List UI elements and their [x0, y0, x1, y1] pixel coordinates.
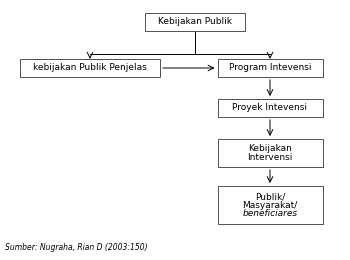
- Text: Sumber: Nugraha, Rian D (2003:150): Sumber: Nugraha, Rian D (2003:150): [5, 243, 148, 252]
- Text: Kebijakan Publik: Kebijakan Publik: [158, 17, 232, 27]
- Text: Program Intevensi: Program Intevensi: [229, 63, 311, 73]
- Text: Masyarakat/: Masyarakat/: [242, 200, 298, 210]
- Text: Intervensi: Intervensi: [247, 153, 293, 162]
- Text: Proyek Intevensi: Proyek Intevensi: [232, 103, 308, 113]
- Bar: [217, 99, 322, 117]
- Bar: [20, 59, 160, 77]
- Text: kebijakan Publik Penjelas: kebijakan Publik Penjelas: [33, 63, 147, 73]
- Text: Kebijakan: Kebijakan: [248, 144, 292, 153]
- Text: Publik/: Publik/: [255, 192, 285, 201]
- Text: beneficiares: beneficiares: [243, 209, 298, 218]
- Bar: [217, 139, 322, 167]
- Bar: [217, 186, 322, 224]
- Bar: [145, 13, 245, 31]
- Bar: [217, 59, 322, 77]
